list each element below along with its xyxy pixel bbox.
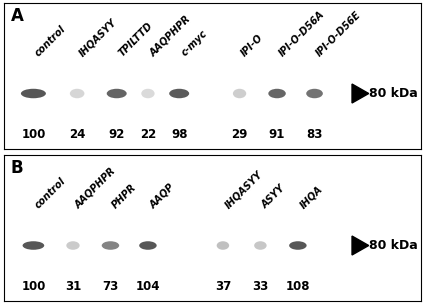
Text: 98: 98 (171, 128, 187, 141)
Ellipse shape (139, 241, 157, 250)
Text: AAQPHPR: AAQPHPR (73, 166, 118, 210)
Ellipse shape (217, 241, 229, 250)
Text: control: control (34, 176, 68, 210)
Text: 100: 100 (21, 280, 45, 293)
Polygon shape (352, 84, 368, 103)
Text: 33: 33 (252, 280, 269, 293)
Ellipse shape (233, 89, 246, 98)
Text: IHQASYY: IHQASYY (77, 17, 119, 58)
Ellipse shape (23, 241, 44, 250)
Ellipse shape (141, 89, 155, 98)
Text: 100: 100 (21, 128, 45, 141)
Text: 80 kDa: 80 kDa (368, 239, 417, 252)
Text: AAQPHPR: AAQPHPR (148, 14, 193, 58)
Text: 73: 73 (102, 280, 119, 293)
Text: AAQP: AAQP (148, 182, 176, 210)
Text: IHQA: IHQA (298, 184, 324, 210)
Text: ASYY: ASYY (261, 183, 288, 210)
Ellipse shape (306, 89, 323, 98)
Text: 91: 91 (269, 128, 285, 141)
Ellipse shape (66, 241, 79, 250)
Polygon shape (352, 236, 368, 255)
Text: 22: 22 (140, 128, 156, 141)
Ellipse shape (102, 241, 119, 250)
Text: A: A (11, 7, 23, 26)
Text: 92: 92 (108, 128, 125, 141)
Text: 24: 24 (69, 128, 85, 141)
Text: IPI-O-D56E: IPI-O-D56E (314, 10, 363, 58)
Text: B: B (11, 159, 23, 178)
Text: 104: 104 (136, 280, 160, 293)
Ellipse shape (70, 89, 85, 98)
Ellipse shape (254, 241, 266, 250)
Text: 108: 108 (286, 280, 310, 293)
Text: 31: 31 (65, 280, 81, 293)
Ellipse shape (289, 241, 306, 250)
Ellipse shape (268, 89, 286, 98)
Text: IPI-O-D56A: IPI-O-D56A (277, 9, 326, 58)
Text: PHPR: PHPR (110, 182, 139, 210)
Text: 37: 37 (215, 280, 231, 293)
Text: IPI-O: IPI-O (240, 33, 266, 58)
Text: 80 kDa: 80 kDa (368, 87, 417, 100)
Ellipse shape (169, 89, 189, 98)
Text: c-myc: c-myc (179, 29, 209, 58)
Text: 83: 83 (306, 128, 323, 141)
Text: TPILTTD: TPILTTD (117, 21, 155, 58)
Text: 29: 29 (231, 128, 248, 141)
Ellipse shape (107, 89, 127, 98)
Text: control: control (34, 24, 68, 58)
Ellipse shape (21, 89, 46, 98)
Text: IHQASYY: IHQASYY (223, 169, 264, 210)
